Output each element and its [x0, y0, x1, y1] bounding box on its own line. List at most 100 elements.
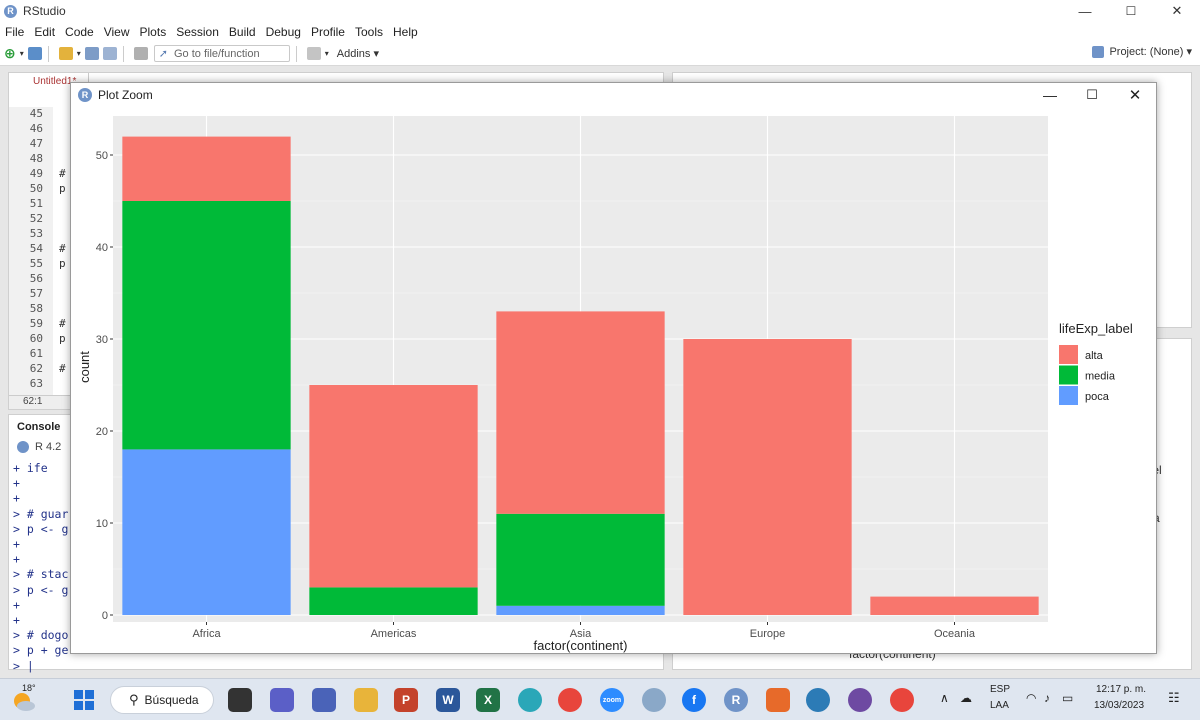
menu-session[interactable]: Session: [176, 25, 219, 39]
line-number: 58: [29, 302, 43, 315]
line-number: 53: [29, 227, 43, 240]
legend-key-alta: [1059, 345, 1078, 364]
menu-debug[interactable]: Debug: [265, 25, 301, 39]
minimize-button[interactable]: —: [1078, 3, 1092, 19]
toolbar-divider: [122, 45, 124, 62]
calendar-app-icon[interactable]: [312, 688, 336, 712]
bar-media-asia: [496, 513, 665, 606]
zoom-close-button[interactable]: ✕: [1128, 87, 1142, 104]
console-line: + ife: [13, 461, 48, 475]
facebook-icon[interactable]: f: [682, 688, 706, 712]
open-dropdown-icon[interactable]: ▾: [76, 49, 81, 58]
menu-plots[interactable]: Plots: [139, 25, 167, 39]
chrome-profile-icon[interactable]: [890, 688, 914, 712]
bar-media-africa: [122, 201, 291, 450]
console-tab[interactable]: Console: [17, 421, 61, 433]
main-toolbar: ⊕ ▾ ▾ ➚ Go to file/function ▾ Addins ▾ P…: [0, 42, 1200, 66]
search-label: Búsqueda: [144, 693, 199, 707]
save-icon[interactable]: [84, 47, 99, 60]
menu-file[interactable]: File: [5, 25, 25, 39]
new-file-icon[interactable]: ⊕: [4, 45, 16, 61]
rstudio-logo-icon: R: [4, 4, 17, 18]
menu-tools[interactable]: Tools: [354, 25, 383, 39]
line-number: 48: [29, 152, 43, 165]
word-icon[interactable]: W: [436, 688, 460, 712]
layout-dropdown-icon[interactable]: ▾: [324, 49, 329, 58]
menu-code[interactable]: Code: [65, 25, 94, 39]
bar-alta-americas: [309, 385, 478, 588]
x-tick-label: Oceania: [934, 628, 976, 640]
menu-edit[interactable]: Edit: [34, 25, 56, 39]
chrome-icon[interactable]: [558, 688, 582, 712]
grid-layout-icon[interactable]: [306, 47, 321, 60]
chevron-up-icon[interactable]: ∧: [940, 691, 949, 705]
file-explorer-icon[interactable]: [354, 688, 378, 712]
rstudio-taskbar-icon[interactable]: R: [724, 688, 748, 712]
line-number: 52: [29, 212, 43, 225]
search-app-icon[interactable]: [806, 688, 830, 712]
console-line: > |: [13, 658, 34, 673]
github-icon[interactable]: [848, 688, 872, 712]
menu-view[interactable]: View: [103, 25, 130, 39]
go-to-file-input[interactable]: ➚ Go to file/function: [153, 45, 290, 62]
clock-date[interactable]: 13/03/2023: [1094, 700, 1145, 711]
menu-profile[interactable]: Profile: [310, 25, 345, 39]
cursor-position: 62:1: [23, 396, 43, 407]
open-file-icon[interactable]: [58, 47, 73, 60]
legend-key-poca: [1059, 386, 1078, 405]
volume-icon[interactable]: ♪: [1044, 691, 1050, 705]
zoom-app-icon[interactable]: zoom: [600, 688, 624, 712]
taskbar-search[interactable]: ⚲ Búsqueda: [110, 686, 214, 714]
plot-zoom-window: R Plot Zoom — ☐ ✕ 0 10 20 30 40 50 Africa Ameri…: [70, 82, 1157, 654]
matlab-icon[interactable]: [766, 688, 790, 712]
keyboard-layout[interactable]: LAA: [990, 700, 1009, 711]
project-menu[interactable]: Project: (None) ▾: [1092, 45, 1192, 58]
print-icon[interactable]: [133, 47, 148, 60]
weather-sun-icon[interactable]: [8, 685, 38, 715]
menu-help[interactable]: Help: [393, 25, 418, 39]
task-view-icon[interactable]: [228, 688, 252, 712]
clock-time[interactable]: 12:17 p. m.: [1096, 684, 1147, 695]
language-code[interactable]: ESP: [990, 684, 1011, 695]
zotero-icon[interactable]: [642, 688, 666, 712]
line-number: 63: [29, 377, 43, 390]
powerpoint-icon[interactable]: P: [394, 688, 418, 712]
excel-icon[interactable]: X: [476, 688, 500, 712]
console-line: > # dogo: [13, 628, 69, 643]
console-line: +: [13, 491, 20, 506]
line-number: 45: [29, 107, 43, 120]
stacked-bar-chart: 0 10 20 30 40 50 Africa Americas Asia Europe Ocean…: [77, 116, 1133, 653]
wifi-icon[interactable]: ◠: [1026, 691, 1037, 705]
line-number: 46: [29, 122, 43, 135]
new-file-dropdown-icon[interactable]: ▾: [19, 49, 24, 58]
y-tick-label: 10: [96, 518, 108, 530]
line-number-gutter: [9, 107, 53, 397]
maximize-button[interactable]: ☐: [1125, 4, 1137, 18]
console-line: +: [13, 537, 20, 551]
bar-alta-africa: [122, 136, 291, 201]
new-project-icon[interactable]: [27, 47, 42, 60]
bar-alta-oceania: [870, 596, 1039, 615]
legend-title: lifeExp_label: [1059, 321, 1133, 336]
legend-label-alta: alta: [1085, 350, 1104, 362]
save-all-icon[interactable]: [102, 47, 117, 60]
toolbar-divider: [295, 45, 297, 62]
chat-icon[interactable]: [270, 688, 294, 712]
windows-start-icon[interactable]: [72, 688, 96, 712]
cloud-icon[interactable]: ☁: [960, 691, 972, 705]
addins-button[interactable]: Addins ▾: [336, 47, 379, 61]
notifications-icon[interactable]: ☷: [1168, 690, 1180, 705]
console-line: +: [13, 597, 20, 612]
close-button[interactable]: ✕: [1171, 3, 1183, 18]
project-icon: [1092, 45, 1105, 58]
menu-build[interactable]: Build: [228, 25, 256, 39]
zoom-minimize-button[interactable]: —: [1043, 87, 1057, 103]
line-number: 61: [29, 347, 43, 360]
console-line: +: [13, 476, 20, 491]
bar-alta-asia: [496, 311, 665, 514]
edge-icon[interactable]: [518, 688, 542, 712]
code-fragment: p: [59, 257, 66, 270]
console-line: +: [13, 552, 20, 567]
zoom-maximize-button[interactable]: ☐: [1086, 87, 1098, 102]
battery-icon[interactable]: ▭: [1062, 691, 1074, 705]
